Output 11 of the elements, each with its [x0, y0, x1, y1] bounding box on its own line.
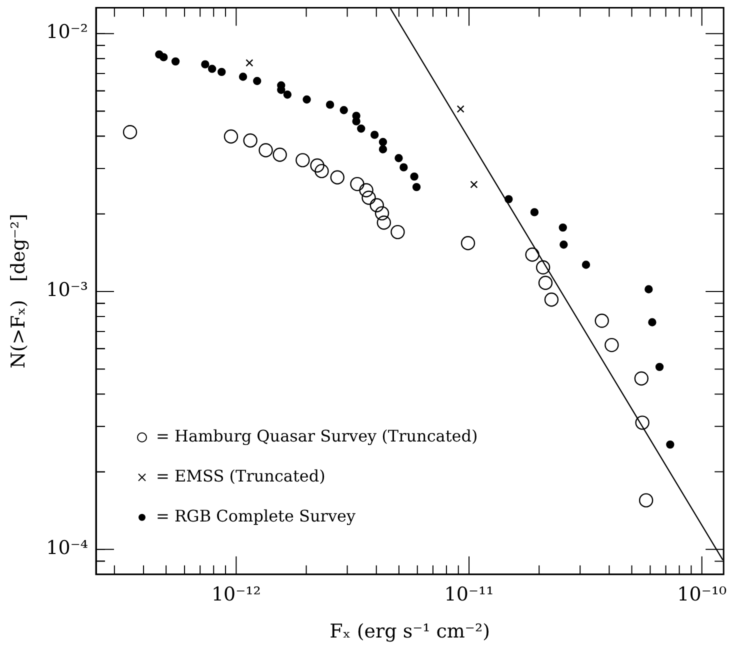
x-tick-label: 10⁻¹² [211, 584, 261, 606]
y-tick-label: 10⁻⁴ [46, 536, 88, 559]
legend-label: = Hamburg Quasar Survey (Truncated) [156, 426, 478, 446]
x-tick-label: 10⁻¹¹ [444, 584, 494, 606]
legend-label: = EMSS (Truncated) [156, 466, 326, 486]
x-axis-title: Fₓ (erg s⁻¹ cm⁻²) [330, 620, 490, 643]
y-tick-label: 10⁻² [46, 21, 88, 44]
legend-label: = RGB Complete Survey [156, 506, 356, 526]
y-axis-title: N(>Fₓ) [deg⁻²] [7, 214, 30, 368]
x-tick-label: 10⁻¹⁰ [677, 584, 727, 606]
y-tick-label: 10⁻³ [46, 278, 88, 301]
